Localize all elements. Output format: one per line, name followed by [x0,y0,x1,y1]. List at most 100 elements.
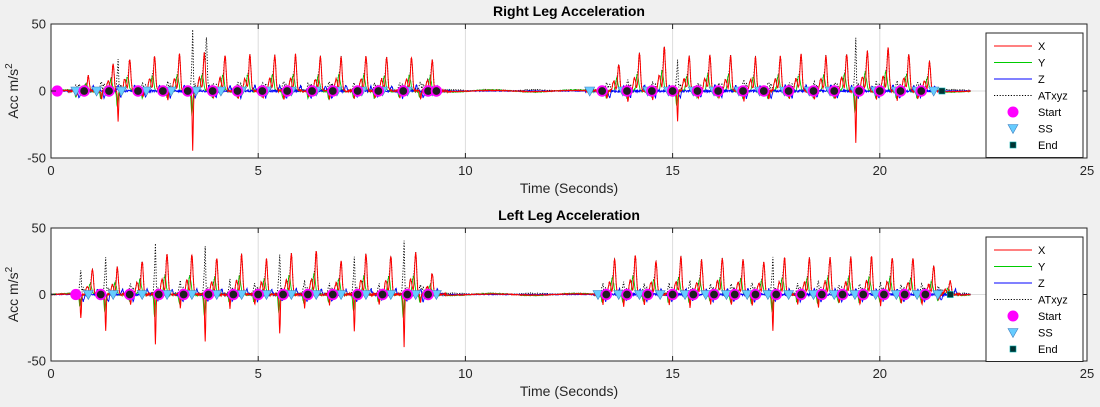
y-axis-label: Acc m/s2 [4,266,21,322]
start-marker [621,85,633,97]
start-marker [666,85,679,97]
start-marker [132,85,144,97]
ss-marker [928,86,940,97]
ss-marker [360,290,372,301]
start-marker [430,85,443,97]
start-marker [202,288,215,301]
legend-label-start: Start [1038,107,1061,119]
start-marker [758,85,770,97]
x-axis-label: Time (Seconds) [520,383,618,399]
ss-marker [186,290,198,301]
legend-label-atxyz: ATxyz [1038,91,1068,103]
legend-label-end: End [1038,140,1058,152]
legend-label-z: Z [1038,74,1045,86]
start-marker [878,288,890,301]
ss-marker [430,290,442,301]
start-marker [874,85,886,97]
start-marker [729,288,741,301]
ss-marker [592,290,604,301]
ss-marker [285,290,297,301]
start-marker [816,288,828,301]
y-axis-label-superscript: 2 [4,63,15,69]
start-marker [737,85,749,97]
ss-marker [115,86,127,97]
start-marker [256,85,269,97]
start-marker [666,288,679,301]
legend-marker-end [1009,345,1017,353]
start-marker [227,288,240,301]
x-tick-label: 5 [255,163,262,178]
x-tick-label: 25 [1080,163,1094,178]
start-marker [691,85,704,97]
start-marker [124,288,136,301]
start-marker [397,85,409,97]
end-marker [946,291,954,298]
legend-label-ss: SS [1038,124,1053,136]
start-marker [894,85,907,97]
y-axis-label-main: Acc m/s [5,272,21,322]
ss-marker [613,290,625,301]
legend-label-x: X [1038,245,1046,257]
ss-marker [136,290,148,301]
x-tick-label: 20 [873,366,887,381]
x-tick-label: 10 [458,366,472,381]
start-marker [687,288,700,301]
y-tick-label: 50 [32,17,46,32]
chart-title: Right Leg Acceleration [493,3,645,19]
ss-marker [633,290,645,301]
legend-box [985,236,1084,362]
x-tick-label: 10 [458,163,472,178]
start-marker [853,85,865,97]
legend-label-y: Y [1038,58,1046,70]
legend: XYZ ATxyz Start SS End [985,32,1084,158]
start-marker [898,288,911,301]
y-tick-label: -50 [27,151,46,166]
legend-label-z: Z [1038,278,1045,290]
ss-marker [165,86,177,97]
start-marker [807,85,820,97]
series-atxyz-line [51,240,971,296]
start-marker [646,85,658,97]
chart-title: Left Leg Acceleration [498,207,640,223]
start-marker [78,85,90,97]
start-marker [351,85,364,97]
start-marker [153,288,165,301]
legend-label-x: X [1038,41,1046,53]
y-axis-label-main: Acc m/s [5,69,21,119]
start-marker [157,85,169,97]
legend-label-atxyz: ATxyz [1038,295,1068,307]
ss-marker [70,86,82,97]
ss-marker [762,290,774,301]
start-marker [206,85,219,97]
ss-marker [91,86,103,97]
x-tick-label: 20 [873,163,887,178]
start-marker [281,85,293,97]
plot-content [51,240,971,348]
start-marker [401,288,414,301]
start-marker [351,288,364,301]
plot-content [51,29,971,151]
ss-marker [190,86,202,97]
start-marker [70,288,82,301]
start-marker [749,288,762,301]
end-marker [938,87,946,95]
x-tick-label: 25 [1080,366,1094,381]
ss-marker [410,290,422,301]
start-marker [782,85,795,97]
x-tick-label: 0 [47,366,54,381]
ss-marker [828,290,840,301]
ss-marker [584,86,596,97]
start-marker [376,288,389,301]
y-tick-label: 0 [39,84,46,99]
legend-marker-start [1007,310,1019,322]
ss-marker [140,86,152,97]
ss-marker [911,290,923,301]
y-tick-label: 50 [32,221,46,236]
legend-label-end: End [1038,344,1058,356]
start-marker [252,288,264,301]
start-marker [306,85,318,97]
ss-marker [932,290,944,301]
start-marker [95,288,107,301]
